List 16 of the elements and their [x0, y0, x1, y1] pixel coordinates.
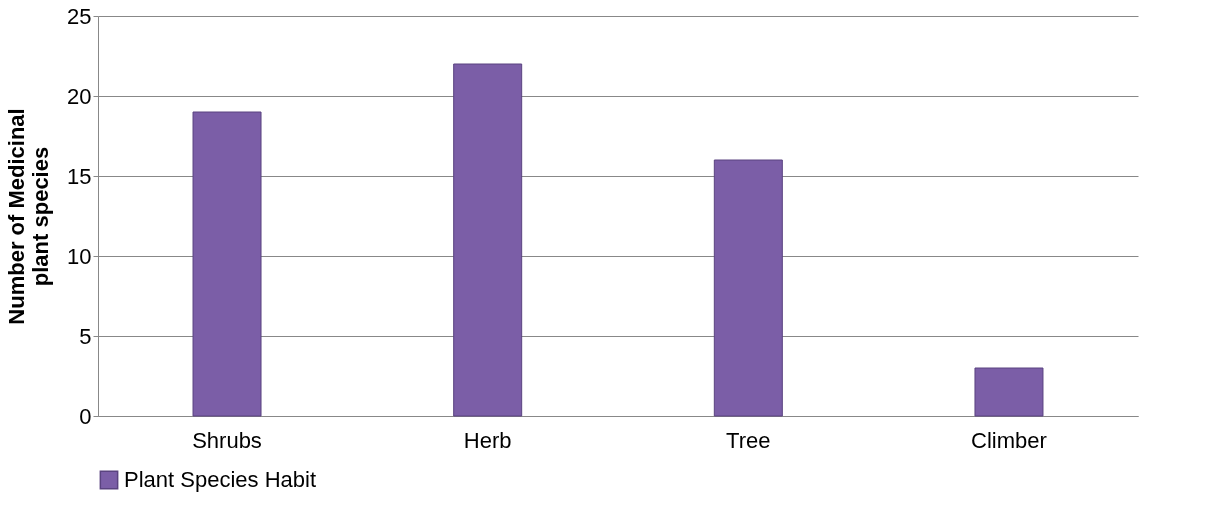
x-tick-label: Climber	[971, 427, 1047, 453]
y-tick-label: 0	[79, 403, 92, 429]
bar	[192, 111, 262, 417]
y-axis-title: Number of Medicinal plant species	[4, 108, 54, 325]
bar	[974, 367, 1044, 417]
y-tick-label: 15	[67, 163, 92, 189]
x-tick-label: Shrubs	[192, 427, 262, 453]
x-tick-label: Tree	[726, 427, 771, 453]
y-tick-label: 10	[67, 243, 92, 269]
bar	[453, 63, 523, 417]
bar	[713, 159, 783, 417]
y-tick-label: 25	[67, 3, 92, 29]
x-tick-label: Herb	[463, 427, 512, 453]
legend-label: Plant Species Habit	[124, 467, 316, 492]
y-tick-label: 5	[79, 323, 92, 349]
y-tick-label: 20	[67, 83, 92, 109]
